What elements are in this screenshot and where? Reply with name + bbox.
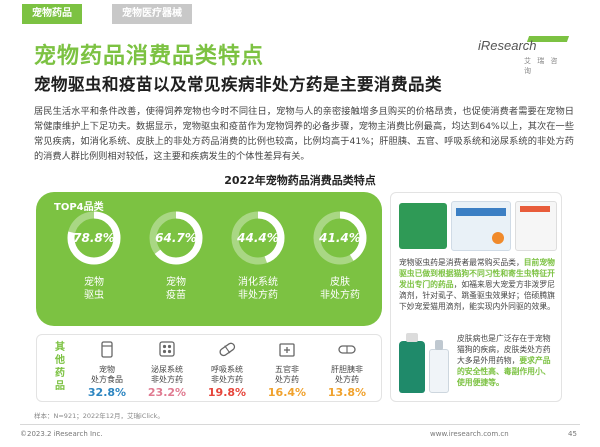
ring-digestive: 44.4% [230,210,286,266]
ring-label-line2: 非处方药 [320,290,360,301]
other-item-value: 23.2% [147,386,187,399]
top4-panel: TOP4品类 78.8% 宠物 驱虫 64.7% 宠物 疫苗 44.4% 消化系… [36,192,382,326]
ring-label-line1: 宠物 [84,277,104,288]
other-item: 呼吸系统 非处方药 19.8% [195,339,259,399]
other-item-value: 13.8% [327,386,367,399]
page-title: 宠物药品消费品类特点 [34,44,265,69]
tab-pet-medical-device[interactable]: 宠物医疗器械 [112,4,192,24]
other-medicines-panel: 其他药品 宠物 处方食品 32.8% 泌尿系统 非处方药 23.2% 呼吸系统 非处方… [36,334,382,402]
skin-medicine-description: 皮肤病也是广泛存在于宠物猫狗的疾病，皮肤类处方药大多是外用药物，要求产品的安全性… [457,334,551,387]
ring-label: 皮肤 非处方药 [300,276,380,302]
logo-main-text: iResearch [478,38,537,53]
other-item: 宠物 处方食品 32.8% [75,339,139,399]
tab-bar: 宠物药品 宠物医疗器械 [0,0,600,27]
ring-deworming: 78.8% [66,210,122,266]
other-medicines-heading: 其他药品 [55,342,65,392]
other-item-name: 宠物 处方食品 [91,365,123,384]
other-item: 肝胆胰非 处方药 13.8% [315,339,379,399]
ring-vaccine: 64.7% [148,210,204,266]
ring-label: 宠物 疫苗 [136,276,216,302]
cat-drops-product-image [515,201,557,251]
body-paragraph: 居民生活水平和条件改善，使得饲养宠物也今时不同往日，宠物与人的亲密接触增多且购买… [34,106,574,162]
medicine-box-icon [279,343,295,357]
logo-sub-text: 艾 瑞 咨 询 [524,57,560,75]
dewormer-description: 宠物驱虫药是消费者最常购买品类，目前宠物驱虫已做到根据猫狗不同习性和寄生虫特征开… [399,258,555,311]
other-item-value: 19.8% [207,386,247,399]
top4-heading: TOP4品类 [54,202,104,213]
capsule-icon [219,342,236,357]
ring-label-line1: 消化系统 [238,277,278,288]
ring-label-line1: 宠物 [166,277,186,288]
other-item-value: 16.4% [267,386,307,399]
other-item-name: 五官非 处方药 [275,365,299,384]
footer-divider [20,424,580,425]
ring-label-line1: 皮肤 [330,277,350,288]
skin-spray-bottle-image [429,340,449,393]
ring-gauge-icon [231,211,285,265]
other-item-value: 32.8% [87,386,127,399]
ring-label-line2: 非处方药 [238,290,278,301]
ring-gauge-icon [313,211,367,265]
ring-value: 41.4% [319,231,361,245]
page-subtitle: 宠物驱虫和疫苗以及常见疾病非处方药是主要消费品类 [34,75,442,94]
ring-label-line2: 疫苗 [166,290,186,301]
ring-skin: 41.4% [312,210,368,266]
food-can-icon [101,341,113,358]
ring-value: 44.4% [237,231,279,245]
ring-label: 消化系统 非处方药 [218,276,298,302]
pill-box-icon [159,341,175,357]
dewormer-product-image [399,203,447,249]
iresearch-logo: iResearch 艾 瑞 咨 询 [478,36,570,75]
other-item-name: 呼吸系统 非处方药 [211,365,243,384]
chart-title: 2022年宠物药品消费品类特点 [224,174,376,187]
ring-value: 64.7% [155,231,197,245]
other-item-name: 泌尿系统 非处方药 [151,365,183,384]
footer-copyright: ©2023.2 iResearch Inc. [20,430,103,438]
page-number: 45 [568,430,577,438]
tab-pet-medicine[interactable]: 宠物药品 [22,4,82,24]
pill-icon [338,345,356,354]
ring-gauge-icon [67,211,121,265]
flea-drops-product-image [451,201,511,251]
other-item: 泌尿系统 非处方药 23.2% [135,339,199,399]
ring-value: 78.8% [73,231,115,245]
other-item-name: 肝胆胰非 处方药 [331,365,363,384]
footer-website: www.iresearch.com.cn [430,430,509,438]
other-item: 五官非 处方药 16.4% [255,339,319,399]
ring-label-line2: 驱虫 [84,290,104,301]
source-note: 样本：N=921；2022年12月，艾瑞iClick。 [34,412,164,420]
skin-medicine-bottle-image [399,333,425,393]
product-card: 宠物驱虫药是消费者最常购买品类，目前宠物驱虫已做到根据猫狗不同习性和寄生虫特征开… [390,192,562,402]
ring-label: 宠物 驱虫 [54,276,134,302]
ring-gauge-icon [149,211,203,265]
